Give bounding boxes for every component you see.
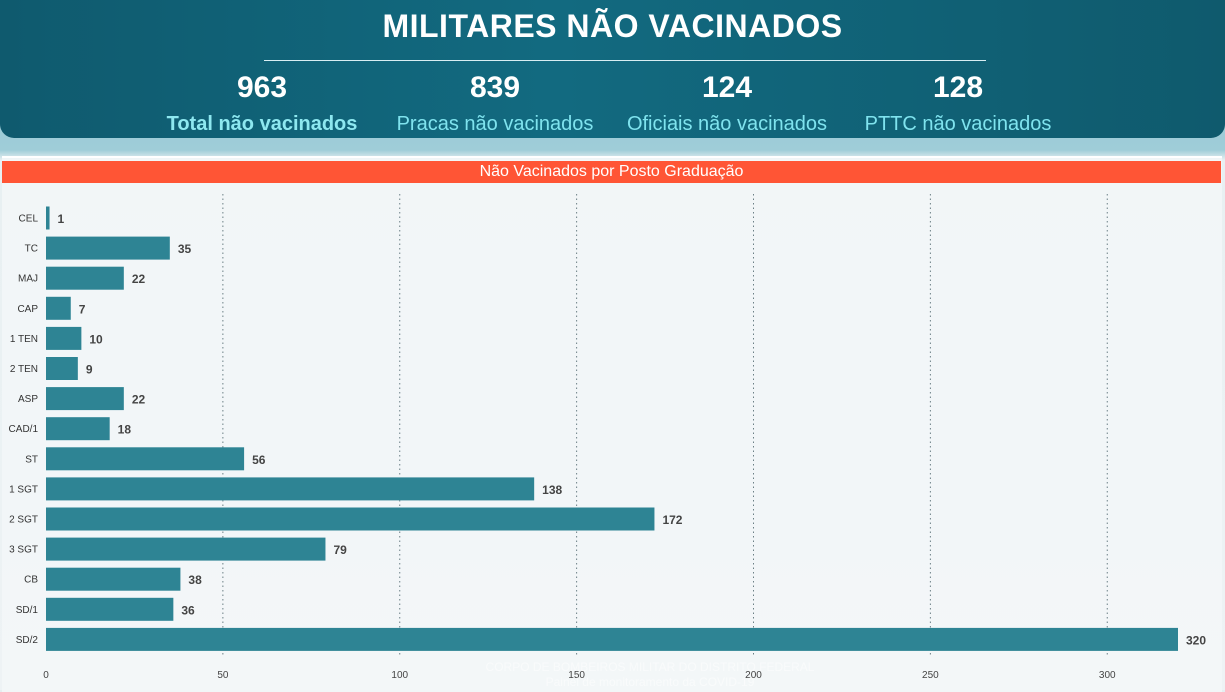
category-label: ASP	[18, 394, 38, 405]
bar	[46, 477, 535, 501]
category-label: SD/2	[16, 635, 39, 646]
kpi-total-value: 963	[236, 71, 288, 104]
bar	[46, 206, 50, 230]
footer-line-1: CORPO DE BOMBEIROS MILITAR DO DISTRITO F…	[485, 660, 815, 674]
category-label: CEL	[19, 214, 39, 225]
data-label: 7	[79, 302, 86, 316]
bar	[46, 507, 655, 531]
header-banner: MILITARES NÃO VACINADOS 963 Total não va…	[0, 0, 1225, 138]
kpi-pttc-value: 128	[932, 71, 984, 104]
bar	[46, 236, 170, 260]
category-label: CAD/1	[9, 424, 39, 435]
bar	[46, 627, 1178, 651]
category-label: SD/1	[16, 605, 39, 616]
bar	[46, 326, 82, 350]
bar	[46, 296, 71, 320]
x-tick-label: 150	[568, 670, 585, 681]
data-label: 138	[542, 483, 562, 497]
data-label: 320	[1186, 633, 1206, 647]
category-label: CAP	[17, 304, 38, 315]
category-label: 1 TEN	[10, 334, 38, 345]
page-title: MILITARES NÃO VACINADOS	[382, 8, 843, 44]
category-label: 2 SGT	[9, 515, 38, 526]
x-tick-label: 0	[43, 670, 49, 681]
data-label: 36	[181, 603, 195, 617]
kpi-pttc-label: PTTC não vacinados	[864, 113, 1052, 135]
kpi-total-label: Total não vacinados	[166, 113, 358, 135]
bar	[46, 537, 326, 561]
bar	[46, 447, 245, 471]
bar	[46, 417, 110, 441]
data-label: 22	[132, 393, 146, 407]
header-divider	[264, 60, 986, 61]
category-label: TC	[25, 244, 38, 255]
data-label: 56	[252, 453, 266, 467]
category-label: ST	[25, 454, 38, 465]
data-label: 172	[662, 513, 682, 527]
category-label: MAJ	[18, 274, 38, 285]
x-tick-label: 250	[922, 670, 939, 681]
bar	[46, 357, 78, 380]
kpi-pracas: 839 Pracas não vacinados	[375, 70, 615, 138]
data-label: 1	[58, 212, 65, 226]
chart-panel	[2, 156, 1222, 692]
bar	[46, 597, 174, 621]
x-tick-label: 100	[391, 670, 408, 681]
kpi-total: 963 Total não vacinados	[142, 70, 382, 138]
footer-line-2: Painel de monitoramento da COVID-19	[545, 675, 755, 689]
data-label: 79	[333, 543, 347, 557]
kpi-oficiais: 124 Oficiais não vacinados	[607, 70, 847, 138]
chart-title: Não Vacinados por Posto Graduação	[2, 161, 1221, 183]
x-tick-label: 300	[1099, 670, 1116, 681]
data-label: 18	[118, 423, 132, 437]
category-label: 2 TEN	[10, 364, 38, 375]
bar	[46, 266, 124, 290]
category-label: 3 SGT	[9, 545, 38, 556]
kpi-pttc: 128 PTTC não vacinados	[838, 70, 1078, 138]
kpi-oficiais-label: Oficiais não vacinados	[626, 113, 828, 135]
data-label: 22	[132, 272, 146, 286]
kpi-pracas-label: Pracas não vacinados	[396, 113, 594, 135]
x-tick-label: 200	[745, 670, 762, 681]
data-label: 10	[89, 332, 103, 346]
category-label: 1 SGT	[9, 484, 38, 495]
data-label: 38	[188, 573, 202, 587]
kpi-pracas-value: 839	[469, 71, 521, 104]
kpi-oficiais-value: 124	[701, 71, 753, 104]
x-tick-label: 50	[217, 670, 229, 681]
bar	[46, 387, 124, 411]
data-label: 9	[86, 363, 93, 377]
bar	[46, 567, 181, 591]
data-label: 35	[178, 242, 192, 256]
category-label: CB	[24, 575, 38, 586]
